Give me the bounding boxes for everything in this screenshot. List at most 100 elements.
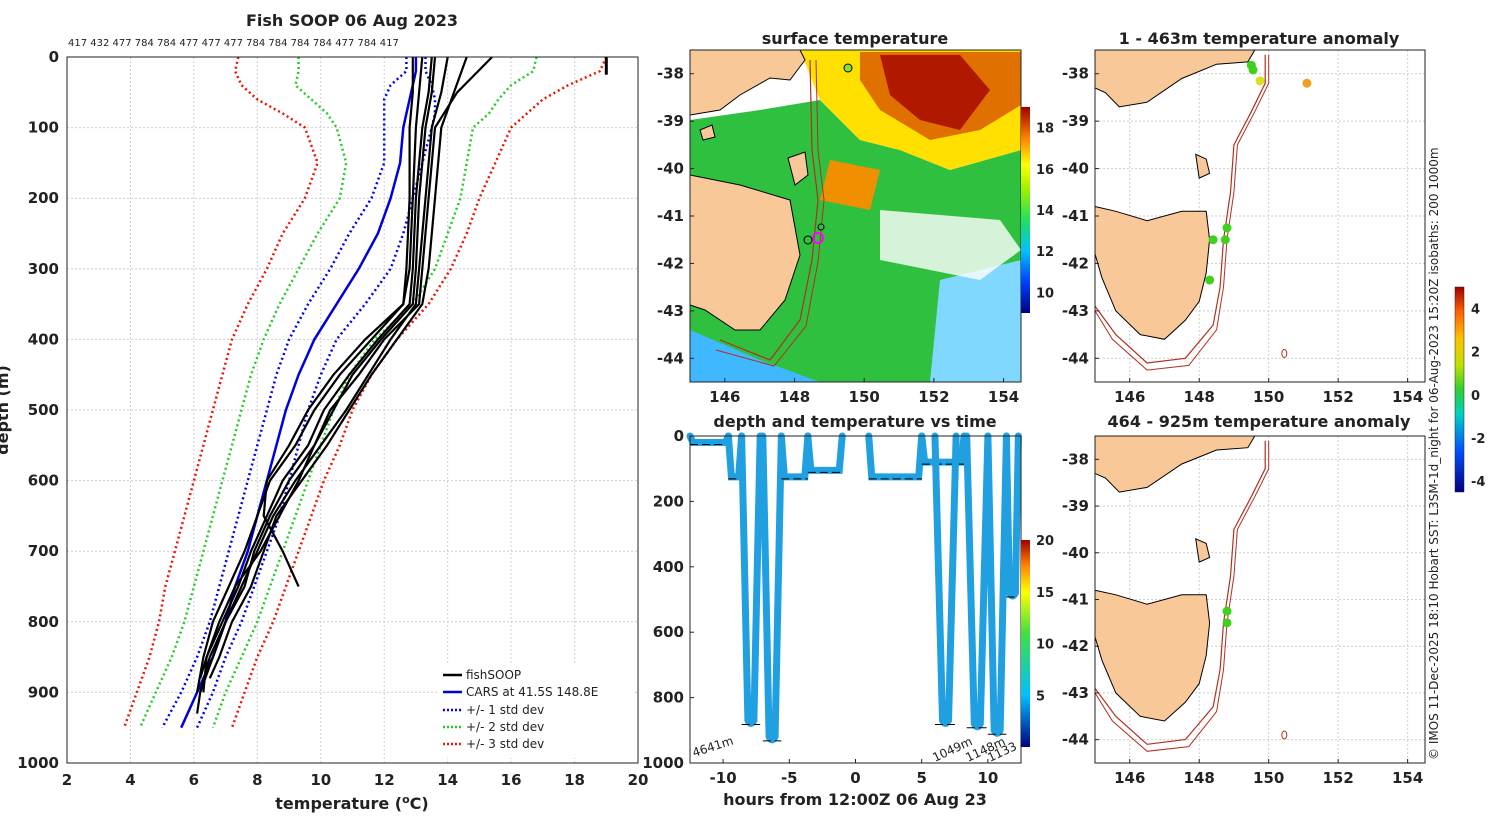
colorbar-tick-label: 4 (1471, 303, 1480, 318)
x-tick-label: 148 (1184, 388, 1215, 406)
time-colorbar (1021, 540, 1030, 747)
colorbar-tick-label: 10 (1036, 638, 1054, 653)
x-tick-label: 152 (1323, 388, 1354, 406)
isobath-200m (1094, 440, 1266, 745)
legend-item-fishsoop: fishSOOP (443, 668, 521, 682)
seamount-isobath (1281, 730, 1288, 740)
flinders-island (1195, 153, 1211, 179)
y-tick-label: 100 (28, 119, 59, 137)
cast-marker (817, 223, 825, 231)
sst-title: surface temperature (762, 29, 949, 48)
x-tick-label: 12 (374, 771, 395, 789)
fishsoop-profile-line (199, 56, 433, 679)
profile-xlabel: temperature (oC) (275, 793, 428, 813)
x-tick-label: 154 (1392, 769, 1423, 787)
flinders-island (1195, 537, 1211, 563)
x-tick-label: -5 (781, 769, 798, 787)
profile-grid (66, 56, 639, 764)
y-tick-label: 200 (28, 189, 59, 207)
x-tick-label: 20 (628, 771, 649, 789)
sst-orange-patch (820, 160, 880, 210)
y-tick-label: -41 (1062, 591, 1089, 609)
bottom-depth-label: 4641m (691, 733, 735, 759)
dive-track (865, 432, 926, 481)
anomaly-point (1255, 76, 1265, 86)
profile-ticks: 2 4 6 8 10 12 14 16 18 20010020030040050060070080… (17, 48, 648, 789)
y-tick-label: -39 (1062, 112, 1089, 130)
colorbar-tick-label: 2 (1471, 346, 1480, 361)
anomaly-point (1220, 235, 1230, 245)
x-tick-label: 150 (1253, 769, 1284, 787)
y-tick-label: -42 (657, 254, 684, 272)
y-tick-label: 0 (674, 427, 684, 445)
x-tick-label: 16 (501, 771, 522, 789)
svg-text:+/- 1 std dev: +/- 1 std dev (466, 703, 544, 717)
y-tick-label: -38 (1062, 450, 1089, 468)
x-tick-label: 148 (1184, 769, 1215, 787)
anomaly-2-map (1094, 435, 1425, 763)
isobath-200m (1094, 54, 1266, 364)
anomaly-point (1302, 78, 1312, 88)
mainland (690, 50, 806, 116)
std2-low-line (138, 57, 348, 729)
colorbar-tick-label: 18 (1036, 122, 1054, 137)
fishsoop-profile-line (196, 56, 424, 693)
sst-ticks: 146 148 150 152 154 -38 -39 -40 -41 -42 -43 -44 10 12… (657, 65, 1054, 406)
y-tick-label: -42 (1062, 637, 1089, 655)
dive-track (1002, 432, 1022, 600)
x-tick-label: 154 (1392, 388, 1423, 406)
fishsoop-profile-line (199, 56, 493, 693)
y-tick-label: -43 (657, 302, 684, 320)
x-tick-label: 150 (1253, 388, 1284, 406)
colorbar-tick-label: -4 (1471, 475, 1485, 490)
flinders-island (787, 151, 809, 186)
x-tick-label: 150 (849, 388, 880, 406)
colorbar-tick-label: 20 (1036, 534, 1054, 549)
y-tick-label: -41 (657, 207, 684, 225)
time-xlabel: hours from 12:00Z 06 Aug 23 (723, 790, 987, 809)
anomaly-point (1222, 618, 1232, 628)
dive-track (918, 432, 968, 466)
std2-high-line (211, 56, 538, 729)
colorbar-tick-label: 15 (1036, 586, 1054, 601)
king-island (699, 124, 716, 141)
legend-item-std2: +/- 2 std dev (443, 720, 544, 734)
sst-cloud-gap (880, 210, 1021, 280)
colorbar-tick-label: 16 (1036, 163, 1054, 178)
std1-low-line (161, 57, 408, 729)
y-tick-label: 200 (653, 492, 684, 510)
x-tick-label: 18 (564, 771, 585, 789)
cast-codes: 417 432 477 784 784 477 477 477 784 784 … (68, 38, 399, 49)
tasmania (690, 174, 801, 331)
colorbar-tick-label: 5 (1036, 689, 1045, 704)
dive-track (804, 432, 846, 474)
tasmania (1094, 205, 1211, 340)
svg-text:fishSOOP: fishSOOP (466, 668, 521, 682)
anomaly-point (1208, 235, 1218, 245)
std1-high-line (195, 57, 437, 729)
y-tick-label: 600 (653, 623, 684, 641)
time-title: depth and temperature vs time (713, 412, 996, 431)
dive-track (963, 432, 992, 731)
y-tick-label: -39 (1062, 497, 1089, 515)
profile-ylabel: depth (m) (0, 365, 12, 455)
legend-item-std3: +/- 3 std dev (443, 737, 544, 751)
fishsoop-profile-line (262, 57, 414, 587)
dive-tracks (686, 432, 1022, 744)
anomaly-map-1-panel: 1 - 463m temperature anomaly 146 148 150 15… (1062, 29, 1426, 406)
y-tick-label: 600 (28, 472, 59, 490)
x-tick-label: 4 (125, 771, 135, 789)
dive-track (984, 432, 1010, 737)
x-tick-label: 146 (1114, 388, 1145, 406)
x-tick-label: 0 (850, 769, 860, 787)
y-tick-label: -41 (1062, 207, 1089, 225)
seamount-isobath (1281, 349, 1288, 359)
x-tick-label: 146 (709, 388, 740, 406)
sst-cool-east (930, 260, 1021, 382)
y-tick-label: 800 (653, 689, 684, 707)
colorbar-tick-label: 0 (1471, 389, 1480, 404)
y-tick-label: 400 (653, 558, 684, 576)
legend-item-cars: CARS at 41.5S 148.8E (443, 685, 598, 699)
y-tick-label: -40 (1062, 544, 1089, 562)
